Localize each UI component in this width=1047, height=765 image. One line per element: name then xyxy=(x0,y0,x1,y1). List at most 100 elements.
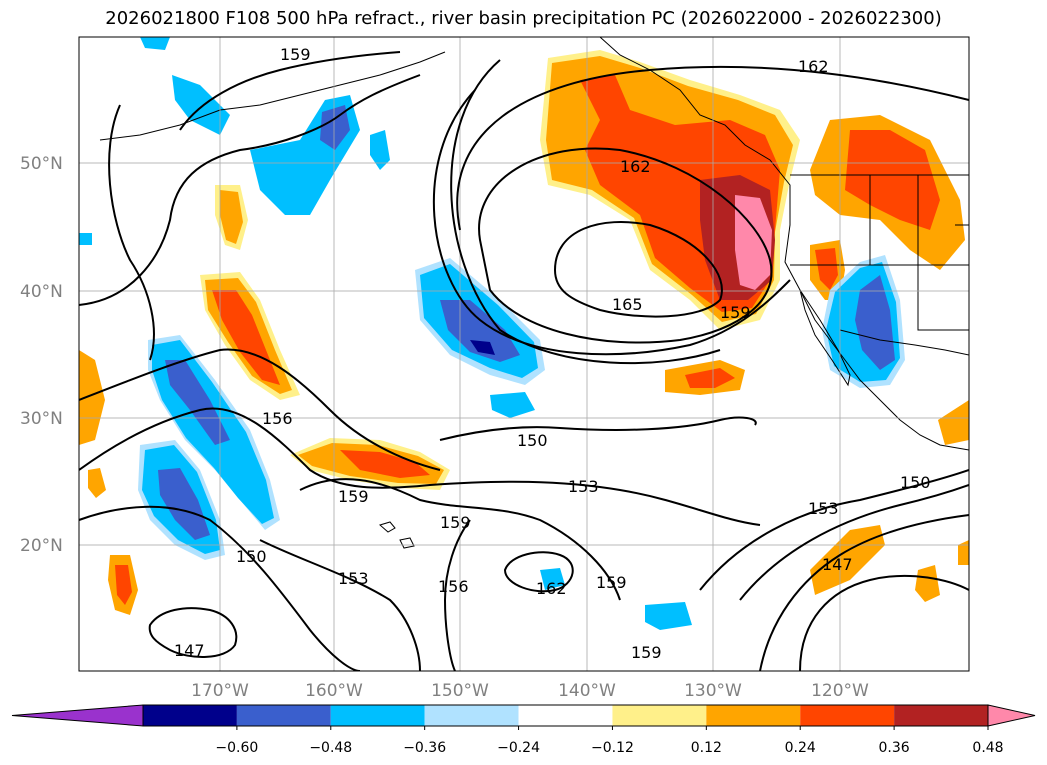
lon-label-170w: 170°W xyxy=(191,681,249,701)
precip-positive-region xyxy=(810,525,885,595)
precip-positive-region xyxy=(915,565,940,602)
contour-150-east-loop xyxy=(799,574,969,671)
contour-label: 159 xyxy=(596,573,627,592)
precip-positive-region xyxy=(88,468,106,498)
contour-label: 162 xyxy=(620,157,651,176)
border-us-mexico xyxy=(839,329,969,356)
colorbar-segment xyxy=(424,705,519,726)
contour-label: 159 xyxy=(338,487,369,506)
precip-negative-region xyxy=(470,340,495,355)
precip-negative-region xyxy=(645,602,692,630)
precip-positive-region xyxy=(735,195,772,290)
colorbar-outline xyxy=(142,704,989,727)
precip-positive-region xyxy=(958,540,969,565)
contour-label: 159 xyxy=(280,45,311,64)
precip-negative-region xyxy=(490,392,535,418)
latitude-labels: 50°N 40°N 30°N 20°N xyxy=(20,154,63,556)
precip-negative-region xyxy=(855,275,895,370)
contour-162-inner xyxy=(478,147,773,344)
contour-label: 159 xyxy=(631,643,662,662)
coastline-baja xyxy=(799,289,851,387)
contour-159-loop2 xyxy=(450,59,721,365)
colorbar-extend-low xyxy=(11,704,144,727)
contour-label: 165 xyxy=(612,295,643,314)
contour-label: 162 xyxy=(798,57,829,76)
lon-label-150w: 150°W xyxy=(431,681,489,701)
contour-label: 162 xyxy=(536,579,567,598)
plot-frame xyxy=(78,36,970,672)
lat-label-50n: 50°N xyxy=(20,154,63,174)
lat-label-30n: 30°N xyxy=(20,409,63,429)
colorbar-tick-label: −0.60 xyxy=(215,740,258,756)
contour-label: 150 xyxy=(236,547,267,566)
contour-156-mid xyxy=(443,519,471,671)
colorbar-tick-label: 0.12 xyxy=(691,740,722,756)
contour-159-west xyxy=(79,74,421,306)
lon-label-120w: 120°W xyxy=(811,681,869,701)
colorbar-segment xyxy=(236,705,331,726)
contour-label: 153 xyxy=(338,569,369,588)
precip-negative-region xyxy=(140,37,170,50)
contour-label: 156 xyxy=(262,409,293,428)
contour-147-east xyxy=(759,514,969,671)
precip-positive-region xyxy=(815,248,838,290)
plot-area: 159 162 162 165 159 156 150 153 159 159 … xyxy=(78,36,970,672)
colorbar-segment xyxy=(518,705,613,726)
contour-147 xyxy=(148,607,238,658)
colorbar-segment xyxy=(800,705,895,726)
contour-159-loop xyxy=(432,89,791,356)
contour-150-east xyxy=(699,469,969,591)
map-title: 2026021800 F108 500 hPa refract., river … xyxy=(105,8,942,29)
precip-negative-region xyxy=(370,130,390,170)
contour-156 xyxy=(79,348,441,471)
lat-label-40n: 40°N xyxy=(20,282,63,302)
precip-positive-region xyxy=(212,290,280,385)
colorbar-tick-label: 0.36 xyxy=(879,740,910,756)
contour-159-north xyxy=(179,51,401,131)
coastlines xyxy=(99,37,969,549)
contour-159-south xyxy=(299,478,621,601)
precip-positive-region xyxy=(79,350,105,445)
precip-negative-region xyxy=(540,568,565,590)
colorbar-segment xyxy=(330,705,425,726)
precip-negative-region xyxy=(79,233,92,245)
colorbar: −0.60 −0.48 −0.36 −0.24 −0.12 0.12 0.24 0.36 0.4… xyxy=(11,704,1036,756)
contour-label: 147 xyxy=(822,555,853,574)
colorbar-extend-high xyxy=(987,704,1036,727)
contour-label: 153 xyxy=(568,477,599,496)
coastline-aleutians xyxy=(99,51,446,141)
precip-negative-region xyxy=(320,105,350,150)
precip-negative-region xyxy=(158,468,210,540)
contour-162-outer xyxy=(456,65,969,231)
contour-labels: 159 162 162 165 159 156 150 153 159 159 … xyxy=(174,45,931,662)
contour-150-mid xyxy=(439,416,757,441)
longitude-labels: 170°W 160°W 150°W 140°W 130°W 120°W xyxy=(191,681,869,701)
contour-165 xyxy=(553,221,723,318)
contour-153-east xyxy=(739,484,969,601)
contour-153-mid xyxy=(259,539,421,671)
colorbar-tick-label: −0.24 xyxy=(497,740,540,756)
lon-label-160w: 160°W xyxy=(305,681,363,701)
colorbar-segment xyxy=(143,705,237,726)
coastline-north-america xyxy=(599,37,969,451)
precip-positive-region xyxy=(220,190,243,244)
colorbar-tick-label: −0.36 xyxy=(403,740,446,756)
colorbar-tick-label: −0.48 xyxy=(309,740,352,756)
precip-positive-region xyxy=(340,450,430,478)
contour-162-south xyxy=(503,551,574,593)
contour-label: 156 xyxy=(438,577,469,596)
colorbar-tick-label: 0.24 xyxy=(785,740,816,756)
precip-negative-region xyxy=(165,360,230,445)
colorbar-segment xyxy=(706,705,801,726)
colorbar-segment xyxy=(894,705,988,726)
contour-label: 153 xyxy=(808,499,839,518)
precip-positive-region xyxy=(115,565,132,605)
colorbar-tick-label: 0.48 xyxy=(972,740,1003,756)
contour-153 xyxy=(79,407,761,526)
contour-label: 150 xyxy=(517,431,548,450)
precip-positive-region xyxy=(845,130,940,230)
contour-label: 159 xyxy=(720,303,751,322)
precip-positive-region xyxy=(938,400,969,445)
lon-label-130w: 130°W xyxy=(684,681,742,701)
